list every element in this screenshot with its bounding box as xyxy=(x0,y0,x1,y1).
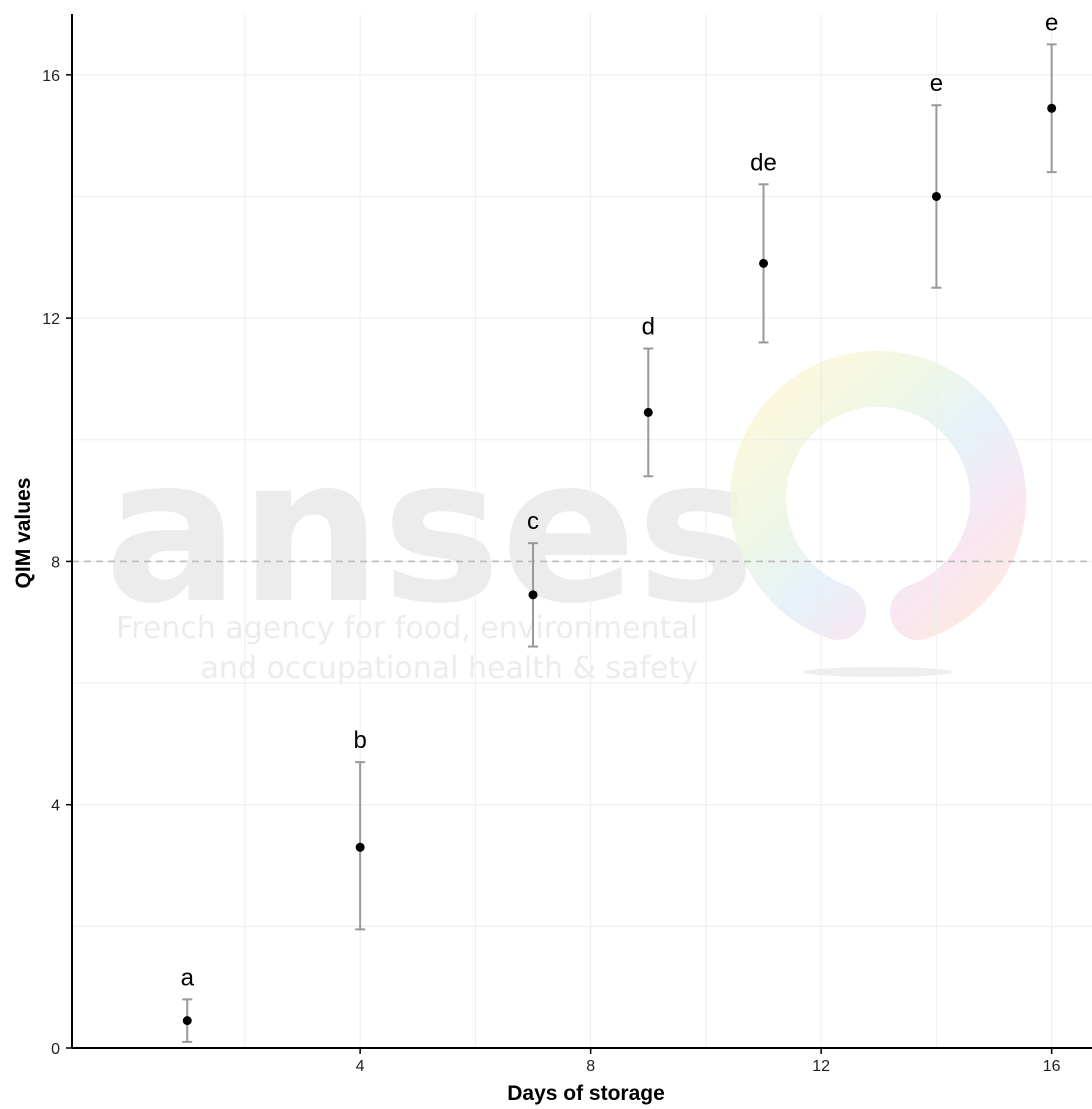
y-tick-label: 4 xyxy=(51,798,60,815)
data-point xyxy=(355,842,365,852)
data-point xyxy=(759,258,769,268)
y-tick-label: 12 xyxy=(42,311,60,328)
watermark-logo-shadow xyxy=(803,667,953,677)
significance-label: b xyxy=(353,727,366,754)
y-tick-label: 0 xyxy=(51,1041,60,1058)
data-point xyxy=(528,590,538,600)
y-tick-label: 8 xyxy=(51,554,60,571)
data-point xyxy=(1047,103,1057,113)
data-point xyxy=(643,407,653,417)
ticks: 4 8 12 16 0 4 8 12 16 xyxy=(42,68,1060,1075)
data-points xyxy=(182,103,1057,1026)
significance-labels: a b c d de e e xyxy=(181,9,1059,991)
watermark-tagline-line2: and occupational health & safety xyxy=(201,651,698,686)
watermark-logo-text: anses xyxy=(104,415,755,648)
watermark-logo-ring xyxy=(730,350,1026,640)
axes xyxy=(71,14,1092,1049)
watermark-tagline-line1: French agency for food, environmental xyxy=(116,611,698,646)
x-tick-label: 8 xyxy=(586,1058,595,1075)
significance-label: d xyxy=(642,314,655,341)
data-point xyxy=(182,1016,192,1026)
x-tick-label: 4 xyxy=(356,1058,365,1075)
significance-label: de xyxy=(750,149,777,176)
data-point xyxy=(931,191,941,201)
x-tick-label: 16 xyxy=(1043,1058,1061,1075)
y-axis-title: QIM values xyxy=(12,478,35,589)
x-tick-label: 12 xyxy=(812,1058,830,1075)
y-tick-label: 16 xyxy=(42,68,60,85)
significance-label: a xyxy=(181,964,195,991)
gridlines xyxy=(72,14,1092,1048)
significance-label: e xyxy=(930,70,943,97)
x-axis-title: Days of storage xyxy=(507,1082,665,1105)
anses-watermark: anses French agency for food, environmen… xyxy=(104,350,1026,686)
significance-label: c xyxy=(527,508,539,535)
significance-label: e xyxy=(1045,9,1058,36)
